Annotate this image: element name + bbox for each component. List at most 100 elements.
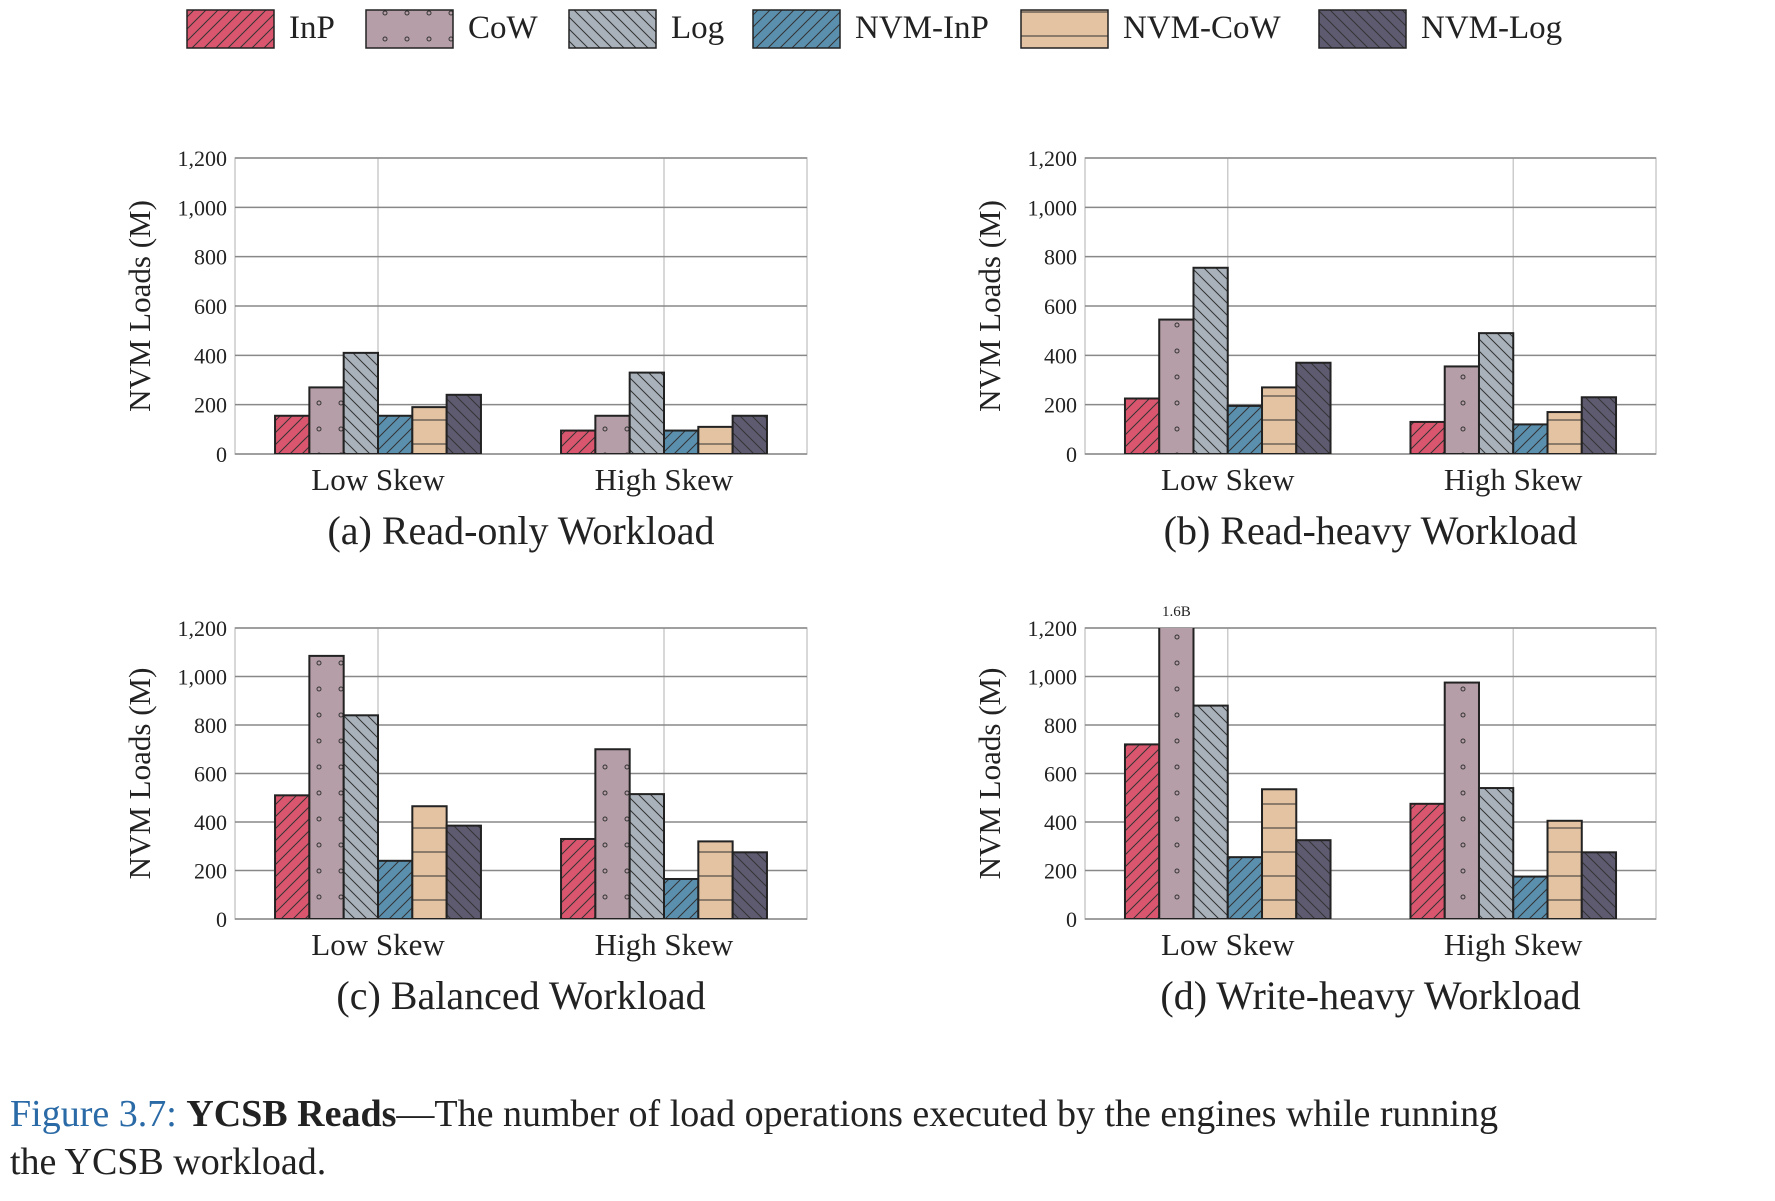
bar: [1295, 839, 1332, 919]
bar: [628, 793, 665, 919]
bar: [1477, 787, 1515, 919]
subplot-title: (d) Write-heavy Workload: [1160, 973, 1580, 1018]
x-tick-label: High Skew: [595, 927, 734, 962]
y-tick-label: 800: [1044, 245, 1077, 270]
caption-line: the YCSB workload.: [10, 1140, 326, 1184]
y-axis-label: NVM Loads (M): [122, 668, 157, 880]
y-tick-label: 400: [194, 343, 227, 368]
value-label: 1.6B: [1162, 604, 1191, 620]
bar: [342, 351, 379, 454]
legend-label: NVM-Log: [1421, 10, 1562, 46]
bar: [445, 393, 482, 454]
bar: [1477, 332, 1515, 454]
y-tick-label: 0: [216, 907, 227, 932]
y-tick-label: 1,200: [1028, 146, 1078, 171]
y-axis-label: NVM Loads (M): [122, 200, 157, 412]
x-tick-label: High Skew: [1444, 462, 1583, 497]
y-tick-label: 1,000: [1028, 665, 1078, 690]
bar: [1123, 397, 1161, 454]
y-tick-label: 0: [216, 442, 227, 467]
bar: [1443, 681, 1480, 919]
bar: [594, 748, 631, 919]
y-tick-label: 400: [194, 810, 227, 835]
legend-swatch: [568, 9, 657, 49]
bar: [1261, 386, 1298, 454]
y-axis-label: NVM Loads (M): [972, 668, 1007, 880]
bar: [274, 414, 311, 454]
subplot-title: (b) Read-heavy Workload: [1164, 508, 1578, 553]
chart-figure: InP CoW Log NVM-InP NVM-CoW NVM-Log Low Skew Hi…: [122, 9, 1657, 1018]
y-tick-label: 800: [194, 713, 227, 738]
bar: [697, 840, 734, 919]
caption-text: —The number of load operations executed …: [396, 1093, 1499, 1135]
bar: [1443, 365, 1480, 454]
bar: [594, 414, 631, 454]
x-tick-label: High Skew: [595, 462, 734, 497]
bar: [1158, 628, 1195, 919]
legend-label: NVM-CoW: [1123, 10, 1282, 46]
y-tick-label: 600: [1044, 762, 1077, 787]
bar: [663, 877, 700, 919]
bar: [1546, 411, 1583, 454]
y-tick-label: 600: [194, 294, 227, 319]
bar: [1546, 819, 1583, 919]
x-tick-label: Low Skew: [1161, 462, 1295, 497]
legend-label: NVM-InP: [855, 10, 989, 46]
subplot-title: (a) Read-only Workload: [327, 508, 714, 553]
bar: [411, 406, 448, 454]
bar: [308, 654, 345, 919]
legend-swatch: [1020, 9, 1109, 49]
y-tick-label: 800: [194, 245, 227, 270]
legend-label: Log: [671, 10, 724, 46]
bar: [445, 824, 482, 919]
y-tick-label: 1,200: [1028, 616, 1078, 641]
y-tick-label: 1,000: [178, 665, 228, 690]
bar: [1158, 318, 1195, 454]
y-tick-label: 200: [194, 393, 227, 418]
caption-line: Figure 3.7: YCSB Reads—The number of loa…: [10, 1092, 1498, 1136]
bar: [1409, 802, 1446, 919]
legend-swatch: [186, 9, 275, 49]
bar: [697, 425, 734, 454]
y-tick-label: 200: [1044, 859, 1077, 884]
bar: [377, 414, 414, 454]
bar: [342, 714, 379, 919]
y-tick-label: 800: [1044, 713, 1077, 738]
legend-label: InP: [289, 10, 335, 46]
bar: [1192, 266, 1229, 454]
caption-label: Figure 3.7:: [10, 1093, 177, 1135]
bar: [1512, 875, 1549, 919]
caption-text: the YCSB workload.: [10, 1141, 327, 1183]
bar: [731, 414, 768, 454]
bar: [308, 386, 345, 454]
bar: [663, 429, 700, 454]
legend-swatch: [752, 9, 841, 49]
y-tick-label: 1,000: [1028, 195, 1078, 220]
bar: [1226, 856, 1264, 919]
y-tick-label: 400: [1044, 343, 1077, 368]
bar: [1512, 423, 1549, 454]
bar: [1295, 361, 1332, 454]
x-tick-label: Low Skew: [1161, 927, 1295, 962]
bar: [274, 794, 311, 919]
bar: [628, 371, 665, 454]
y-tick-label: 0: [1066, 907, 1077, 932]
y-tick-label: 600: [194, 762, 227, 787]
x-tick-label: High Skew: [1444, 927, 1583, 962]
bar: [1226, 404, 1264, 454]
bar: [1261, 788, 1298, 919]
y-tick-label: 200: [194, 859, 227, 884]
bar: [560, 837, 597, 919]
y-tick-label: 1,000: [178, 195, 228, 220]
legend-swatch: [365, 9, 454, 49]
bar: [377, 859, 414, 919]
caption-title: YCSB Reads: [186, 1093, 397, 1135]
y-tick-label: 400: [1044, 810, 1077, 835]
y-tick-label: 1,200: [178, 616, 228, 641]
bar: [1580, 396, 1618, 454]
bar: [1580, 851, 1618, 919]
y-tick-label: 0: [1066, 442, 1077, 467]
y-axis-label: NVM Loads (M): [972, 200, 1007, 412]
bar: [1192, 704, 1229, 919]
y-tick-label: 600: [1044, 294, 1077, 319]
